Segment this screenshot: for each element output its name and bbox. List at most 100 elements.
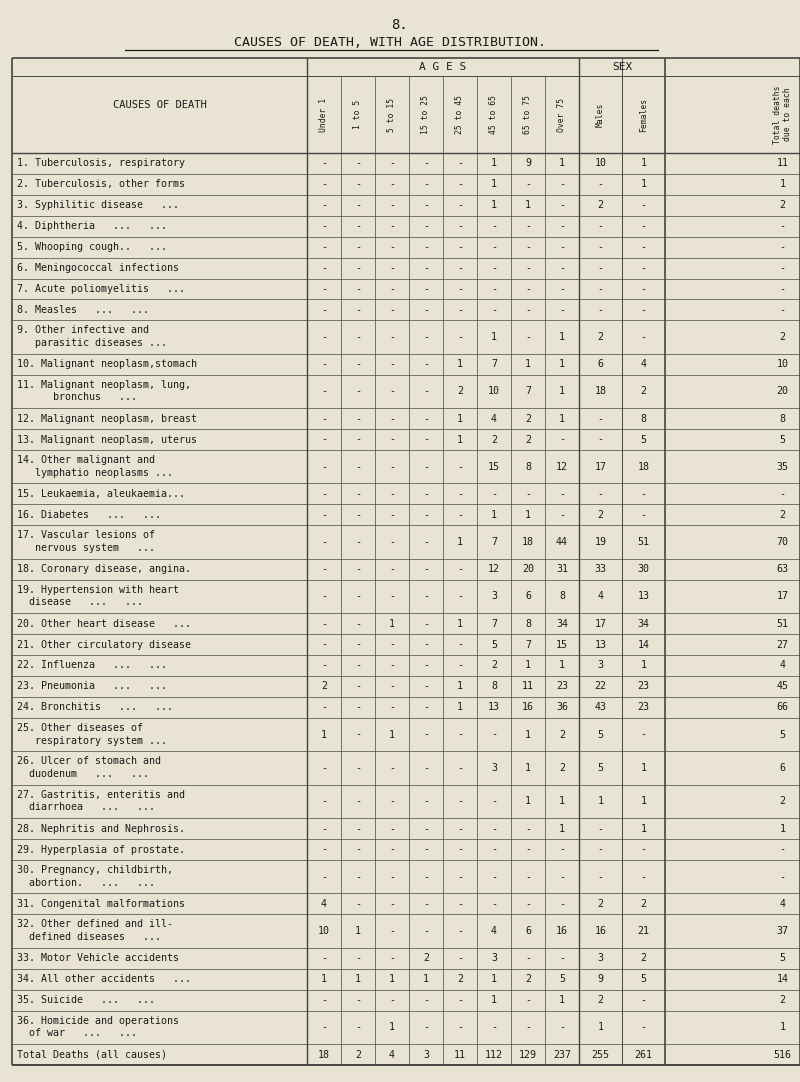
Text: 17. Vascular lesions of: 17. Vascular lesions of: [17, 530, 155, 540]
Text: 8. Measles   ...   ...: 8. Measles ... ...: [17, 305, 149, 315]
Text: 16: 16: [594, 926, 606, 936]
Text: -: -: [355, 510, 361, 519]
Text: 18: 18: [594, 386, 606, 396]
Text: 63: 63: [777, 564, 789, 575]
Text: 1: 1: [491, 158, 497, 169]
Text: -: -: [423, 435, 429, 445]
Text: 13: 13: [488, 702, 500, 712]
Text: 3: 3: [491, 763, 497, 773]
Text: 1: 1: [423, 974, 429, 985]
Text: -: -: [641, 845, 646, 855]
Text: -: -: [389, 158, 395, 169]
Text: -: -: [641, 263, 646, 273]
Text: 13. Malignant neoplasm, uterus: 13. Malignant neoplasm, uterus: [17, 435, 197, 445]
Text: -: -: [355, 823, 361, 833]
Text: 14. Other malignant and: 14. Other malignant and: [17, 456, 155, 465]
Text: -: -: [321, 619, 327, 629]
Text: 2: 2: [641, 899, 646, 909]
Text: 2: 2: [355, 1050, 361, 1059]
Text: 1: 1: [321, 729, 327, 739]
Text: 1: 1: [525, 763, 531, 773]
Text: 30: 30: [638, 564, 650, 575]
Text: CAUSES OF DEATH: CAUSES OF DEATH: [113, 101, 206, 110]
Text: -: -: [779, 242, 786, 252]
Text: 5: 5: [598, 763, 603, 773]
Text: 19. Hypertension with heart: 19. Hypertension with heart: [17, 584, 179, 595]
Text: 1: 1: [559, 413, 565, 424]
Text: -: -: [321, 1022, 327, 1032]
Text: -: -: [355, 564, 361, 575]
Text: 2: 2: [457, 974, 463, 985]
Text: -: -: [389, 200, 395, 210]
Text: 1: 1: [779, 180, 786, 189]
Text: 21. Other circulatory disease: 21. Other circulatory disease: [17, 639, 191, 649]
Text: 31. Congenital malformations: 31. Congenital malformations: [17, 899, 185, 909]
Text: -: -: [491, 899, 497, 909]
Text: -: -: [355, 592, 361, 602]
Text: -: -: [491, 242, 497, 252]
Text: 27: 27: [777, 639, 789, 649]
Text: 15. Leukaemia, aleukaemia...: 15. Leukaemia, aleukaemia...: [17, 489, 185, 499]
Text: -: -: [457, 564, 463, 575]
Text: -: -: [559, 263, 565, 273]
Text: -: -: [389, 564, 395, 575]
Text: -: -: [559, 435, 565, 445]
Text: 1: 1: [641, 796, 646, 806]
Text: -: -: [598, 489, 603, 499]
Text: -: -: [457, 639, 463, 649]
Text: 2: 2: [525, 413, 531, 424]
Text: 23. Pneumonia   ...   ...: 23. Pneumonia ... ...: [17, 682, 167, 691]
Text: -: -: [641, 200, 646, 210]
Text: -: -: [598, 305, 603, 315]
Text: -: -: [321, 462, 327, 472]
Text: 1: 1: [559, 386, 565, 396]
Text: 2: 2: [525, 974, 531, 985]
Text: -: -: [321, 823, 327, 833]
Text: Total Deaths (all causes): Total Deaths (all causes): [17, 1050, 167, 1059]
Text: -: -: [525, 845, 531, 855]
Text: -: -: [423, 359, 429, 369]
Text: -: -: [355, 796, 361, 806]
Text: -: -: [457, 283, 463, 294]
Text: 1: 1: [457, 413, 463, 424]
Text: -: -: [355, 639, 361, 649]
Text: -: -: [355, 537, 361, 547]
Text: 1: 1: [321, 974, 327, 985]
Text: -: -: [389, 537, 395, 547]
Text: 11: 11: [454, 1050, 466, 1059]
Text: -: -: [525, 872, 531, 882]
Text: 35. Suicide   ...   ...: 35. Suicide ... ...: [17, 995, 155, 1005]
Text: -: -: [423, 995, 429, 1005]
Text: -: -: [559, 305, 565, 315]
Text: 14: 14: [638, 639, 650, 649]
Text: 3: 3: [423, 1050, 429, 1059]
Text: 4: 4: [779, 899, 786, 909]
Text: 1: 1: [559, 796, 565, 806]
Text: 2: 2: [641, 953, 646, 963]
Text: 1: 1: [598, 796, 603, 806]
Text: 1: 1: [389, 974, 395, 985]
Text: 19: 19: [594, 537, 606, 547]
Text: 7: 7: [491, 359, 497, 369]
Text: -: -: [525, 283, 531, 294]
Text: -: -: [559, 283, 565, 294]
Text: -: -: [525, 953, 531, 963]
Text: -: -: [355, 489, 361, 499]
Text: 10: 10: [594, 158, 606, 169]
Text: 6: 6: [525, 592, 531, 602]
Text: 5: 5: [779, 435, 786, 445]
Text: 255: 255: [591, 1050, 610, 1059]
Text: 5 to 15: 5 to 15: [387, 97, 397, 132]
Text: 27. Gastritis, enteritis and: 27. Gastritis, enteritis and: [17, 790, 185, 800]
Text: -: -: [491, 489, 497, 499]
Text: -: -: [321, 537, 327, 547]
Text: lymphatio neoplasms ...: lymphatio neoplasms ...: [17, 467, 173, 478]
Text: -: -: [355, 729, 361, 739]
Text: -: -: [779, 283, 786, 294]
Text: -: -: [641, 332, 646, 342]
Text: 5: 5: [491, 639, 497, 649]
Text: -: -: [355, 221, 361, 232]
Text: -: -: [559, 1022, 565, 1032]
Text: 44: 44: [556, 537, 568, 547]
Text: 7. Acute poliomyelitis   ...: 7. Acute poliomyelitis ...: [17, 283, 185, 294]
